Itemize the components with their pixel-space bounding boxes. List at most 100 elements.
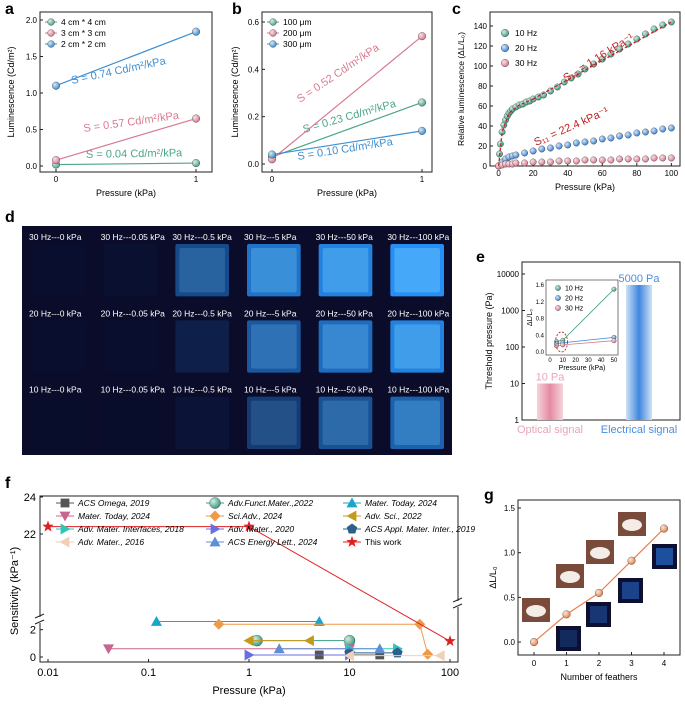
e-inset-point-shine <box>560 342 565 348</box>
d-tile-label: 10 Hz---0.5 kPa <box>172 385 232 395</box>
f-point <box>244 649 255 661</box>
f-point <box>313 615 325 626</box>
c-legend-marker-shine <box>501 44 509 52</box>
b-legend-marker-shine <box>269 40 277 48</box>
panel-letter-c: c <box>452 1 461 18</box>
d-tile-label: 20 Hz---0 kPa <box>29 308 82 318</box>
b-axes-frame <box>261 11 433 173</box>
e-inset-ylabel: ΔL/L₀ <box>527 309 534 326</box>
c-point-shine <box>538 158 546 166</box>
a-ytick-label: 2.0 <box>26 16 38 25</box>
d-tile-label: 30 Hz---0.05 kPa <box>101 232 166 242</box>
c-xlabel: Pressure (kPa) <box>555 182 615 192</box>
d-tile-label: 20 Hz---5 kPa <box>244 308 297 318</box>
panel-letter-d: d <box>5 209 15 226</box>
d-tile-label: 20 Hz---50 kPa <box>316 308 373 318</box>
c-point-shine <box>650 25 658 33</box>
c-legend-label: 20 Hz <box>515 43 537 53</box>
e-inset-legend-marker-shine <box>555 305 561 311</box>
c-axes-frame <box>489 11 681 167</box>
c-point-shine <box>547 87 554 95</box>
e-bar <box>537 383 563 420</box>
f-legend-label: ACS Omega, 2019 <box>77 498 150 508</box>
f-point <box>374 643 386 654</box>
b-ylabel: Luminescence (Cd/m²) <box>230 46 240 137</box>
c-point-shine <box>538 145 546 153</box>
d-tile-label: 30 Hz---100 kPa <box>387 232 449 242</box>
g-luminescence-glow <box>622 582 639 599</box>
g-xtick-label: 1 <box>564 659 569 668</box>
d-tile-label: 30 Hz---0 kPa <box>29 232 82 242</box>
d-tile-label: 10 Hz---5 kPa <box>244 385 297 395</box>
d-tile-label: 10 Hz---0 kPa <box>29 385 82 395</box>
c-point-shine <box>564 157 571 165</box>
c-point-shine <box>633 129 641 137</box>
c-point-shine <box>554 83 561 91</box>
g-ytick-label: 1.0 <box>504 549 516 558</box>
f-point <box>344 650 354 662</box>
c-xtick-label: 80 <box>632 169 641 178</box>
d-tile-glow <box>394 248 440 293</box>
a-point-shine <box>192 159 200 167</box>
f-yaxis-break-mark-right <box>452 597 463 603</box>
f-legend-marker <box>346 497 358 508</box>
g-ytick-label: 0.5 <box>504 593 516 602</box>
f-xlabel: Pressure (kPa) <box>212 685 285 697</box>
d-tile-glow <box>394 400 440 445</box>
f-point <box>375 650 385 660</box>
e-ytick-label: 10 <box>510 380 519 389</box>
f-point <box>243 635 254 647</box>
f-legend-label: Adv. Mater., 2020 <box>227 524 294 534</box>
c-fit-line-high <box>532 21 672 100</box>
f-legend-label: ACS Energy Lett., 2024 <box>227 537 318 547</box>
a-ytick-label: 0.5 <box>26 126 38 135</box>
f-legend-marker <box>210 523 221 535</box>
d-tile-glow <box>322 248 369 293</box>
a-legend-label: 4 cm * 4 cm <box>61 17 106 27</box>
d-electroluminescent-tile <box>104 320 158 372</box>
e-inset-point-shine <box>611 338 617 343</box>
f-xtick-label: 10 <box>343 667 355 679</box>
g-point-shine <box>562 610 571 619</box>
g-luminescence-photo <box>556 626 581 651</box>
a-xlabel: Pressure (kPa) <box>96 188 156 198</box>
b-point-shine <box>268 150 276 159</box>
c-ytick-label: 20 <box>478 142 487 151</box>
panel-letter-b: b <box>232 1 242 18</box>
e-ytick-label: 1000 <box>501 307 519 316</box>
b-xtick-label: 0 <box>270 175 275 184</box>
a-legend-marker-shine <box>47 40 55 48</box>
d-electroluminescent-tile <box>104 244 158 296</box>
f-point <box>243 520 255 532</box>
c-point-shine <box>659 125 666 133</box>
c-point-shine <box>521 149 528 157</box>
c-point-shine <box>498 128 506 136</box>
e-inset-legend-label: 10 Hz <box>565 286 584 293</box>
d-electroluminescent-tile <box>175 244 229 297</box>
g-axes-frame <box>517 499 681 656</box>
f-point <box>150 615 162 626</box>
c-ytick-label: 140 <box>474 22 488 31</box>
f-yaxis-break-mark-right <box>452 603 463 609</box>
c-xtick-label: 100 <box>665 169 679 178</box>
e-category-label: Optical signal <box>517 424 583 436</box>
c-ytick-label: 0 <box>483 162 488 171</box>
f-legend-marker <box>346 510 357 522</box>
panel-b-chart: 0.0 0.2 0.4 0.6 0 1 Pressure (kPa) Luminescence… <box>230 11 433 198</box>
a-legend-marker-shine <box>47 29 55 37</box>
g-point-shine <box>530 638 538 646</box>
d-tile-glow <box>322 324 369 369</box>
c-annotation-sr1: S₁₁ = 22.4 kPa⁻¹ <box>532 105 610 149</box>
panel-d-image-grid: 30 Hz---0 kPa 30 Hz---0.05 kPa 30 Hz---0.5… <box>22 226 452 455</box>
c-point-shine <box>547 144 554 152</box>
d-tile-glow <box>179 248 225 293</box>
c-legend-marker-shine <box>501 29 509 37</box>
b-series-line <box>271 101 423 158</box>
f-point <box>434 650 445 662</box>
c-point-shine <box>616 132 623 140</box>
c-point-shine <box>650 154 658 162</box>
f-legend-label: This work <box>365 537 402 547</box>
d-tile-label: 20 Hz---100 kPa <box>387 308 449 318</box>
